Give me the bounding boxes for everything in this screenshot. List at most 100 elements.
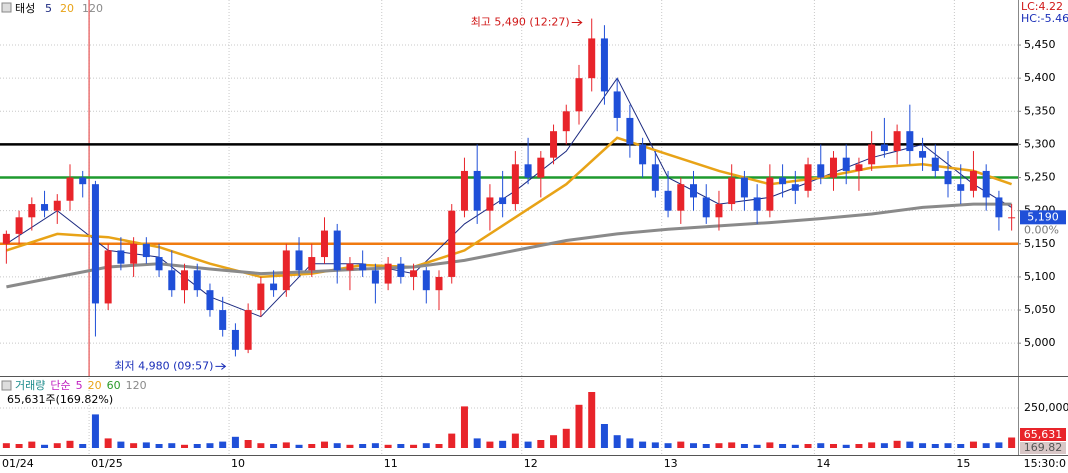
volume-bar <box>524 441 532 448</box>
price-box <box>1020 210 1066 225</box>
y-tick-label: 5,100 <box>1024 270 1056 283</box>
candle-body <box>460 170 468 211</box>
volume-bar <box>91 414 99 448</box>
price-change: 0.00% <box>1024 223 1059 236</box>
candle-body <box>944 170 952 185</box>
volume-bar <box>117 441 125 448</box>
time-label: 15:30:0 <box>1024 457 1066 470</box>
volume-bar <box>231 436 239 448</box>
volume-box <box>1020 428 1066 441</box>
volume-bar <box>282 442 290 448</box>
candle-body <box>613 91 621 118</box>
candle-body <box>231 329 239 350</box>
candle-body <box>28 204 36 218</box>
candle-body <box>728 177 736 205</box>
volume-legend: 단순 <box>50 379 70 392</box>
candle-body <box>779 177 787 185</box>
candle-body <box>855 164 863 171</box>
volume-bar <box>53 443 61 448</box>
candle-body <box>550 131 558 158</box>
ratio-box <box>1020 442 1066 454</box>
candle-body <box>511 164 519 205</box>
candle-body <box>320 230 328 258</box>
volume-legend: 20 <box>88 379 102 392</box>
volume-bar <box>893 440 901 448</box>
candle-body <box>575 78 583 112</box>
candle-body <box>931 157 939 171</box>
info-label: HC:-5.46 <box>1021 12 1068 25</box>
candle-body <box>740 177 748 198</box>
candle-body <box>499 197 507 205</box>
volume-bar <box>855 444 863 448</box>
candle-body <box>435 276 443 291</box>
volume-bar <box>2 443 10 448</box>
candle-body <box>397 263 405 277</box>
x-tick-label: 14 <box>816 457 830 470</box>
ma-line <box>6 136 1013 279</box>
candle-body <box>995 197 1003 218</box>
candle-body <box>308 257 316 271</box>
candle-body <box>626 117 634 145</box>
volume-legend: 120 <box>126 379 147 392</box>
candle-body <box>384 263 392 284</box>
volume-bar <box>575 404 583 448</box>
y-tick-label: 5,050 <box>1024 303 1056 316</box>
volume-bar <box>486 441 494 448</box>
y-tick-label: 5,450 <box>1024 38 1056 51</box>
candle-body <box>130 243 138 264</box>
candle-body <box>257 283 265 311</box>
volume-bar <box>422 443 430 448</box>
candle-body <box>842 157 850 171</box>
candle-body <box>282 250 290 291</box>
candle-body <box>880 144 888 152</box>
x-tick-label: 13 <box>664 457 678 470</box>
candle-body <box>473 170 481 211</box>
candle-body <box>448 210 456 277</box>
legend-entry: 120 <box>82 2 103 15</box>
volume-bar <box>804 444 812 448</box>
candle-body <box>15 217 23 234</box>
candle-body <box>677 184 685 211</box>
volume-bar <box>982 443 990 448</box>
x-tick-label: 10 <box>231 457 245 470</box>
candle-body <box>193 270 201 291</box>
price-box-label: 5,190 <box>1027 210 1059 223</box>
candle-body <box>600 38 608 92</box>
candle-body <box>219 310 227 330</box>
volume-bar <box>728 442 736 448</box>
volume-bar <box>155 444 163 448</box>
menu-icon[interactable] <box>1 2 12 13</box>
y-tick-label: 5,400 <box>1024 71 1056 84</box>
candle-body <box>181 270 189 291</box>
volume-bar <box>460 406 468 448</box>
volume-bar <box>219 441 227 448</box>
volume-bar <box>320 441 328 448</box>
candle-body <box>486 197 494 211</box>
volume-legend: 5 <box>76 379 83 392</box>
volume-bar <box>473 438 481 448</box>
y-tick-label: 5,250 <box>1024 171 1056 184</box>
legend-entry: 20 <box>60 2 74 15</box>
volume-bar <box>499 440 507 448</box>
candle-body <box>957 184 965 191</box>
volume-bar <box>79 444 87 448</box>
volume-bar <box>791 444 799 448</box>
candle-body <box>346 263 354 271</box>
candle-body <box>868 144 876 165</box>
candle-body <box>715 204 723 218</box>
candle-body <box>244 310 252 350</box>
volume-bar <box>410 444 418 448</box>
candle-body <box>906 131 914 152</box>
volume-bar <box>957 444 965 448</box>
candle-body <box>664 190 672 211</box>
menu-icon[interactable] <box>1 380 12 391</box>
volume-box-label: 65,631 <box>1024 428 1063 441</box>
volume-bar <box>206 443 214 448</box>
info-label: LC:4.22 <box>1021 0 1063 13</box>
volume-bar <box>715 443 723 448</box>
x-tick-label: 11 <box>384 457 398 470</box>
x-tick-label: 01/24 <box>2 457 34 470</box>
x-tick-label: 15 <box>956 457 970 470</box>
candle-body <box>969 170 977 191</box>
candle-body <box>79 177 87 185</box>
